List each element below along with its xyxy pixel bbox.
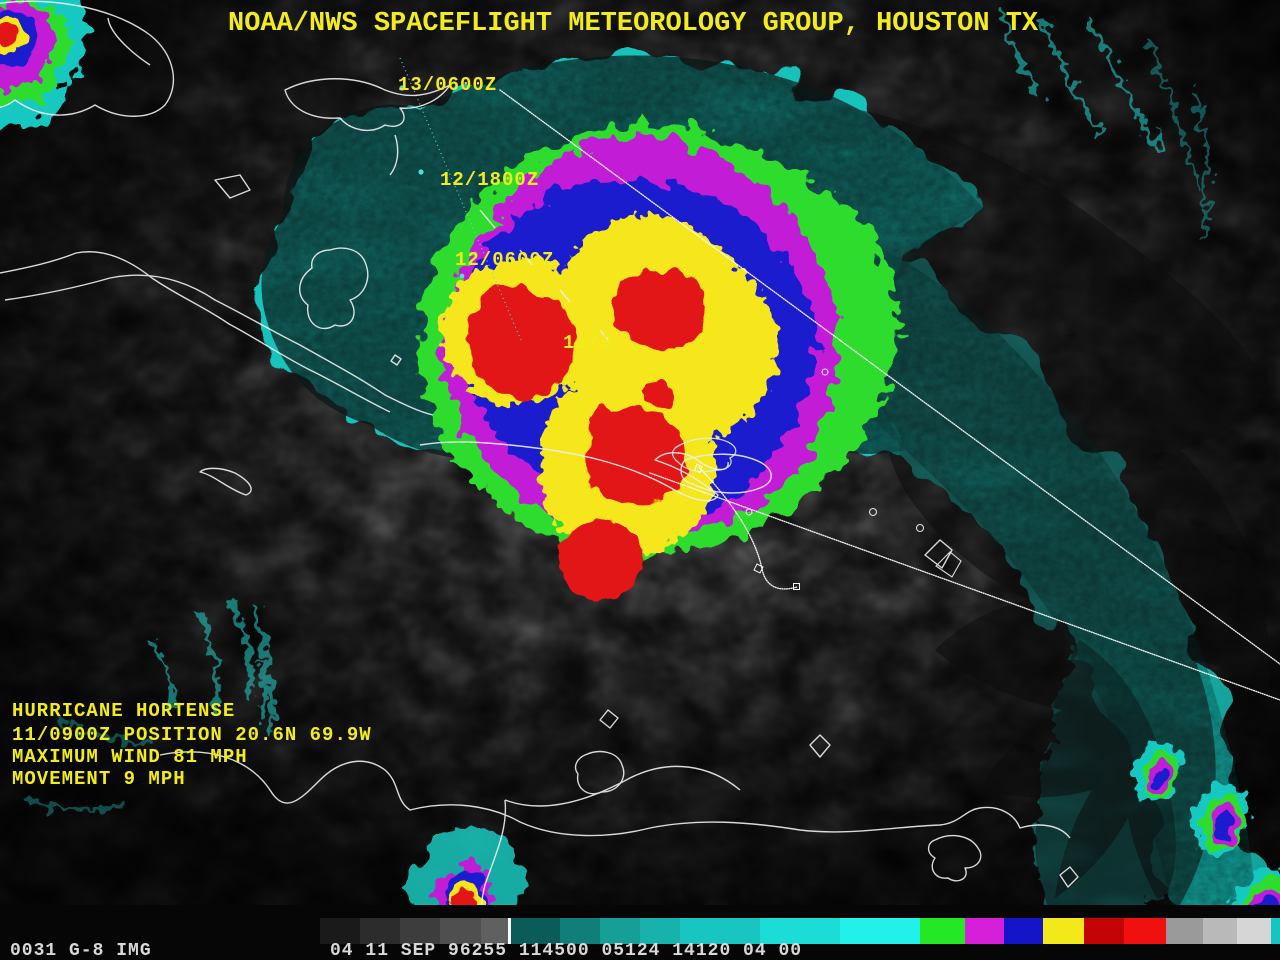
svg-text:04 11 SEP 96255 114500 05124 1: 04 11 SEP 96255 114500 05124 14120 04 00 <box>330 941 802 960</box>
svg-text:12/1800Z: 12/1800Z <box>440 169 539 191</box>
svg-text:13/0600Z: 13/0600Z <box>398 74 497 96</box>
svg-text:11/0900Z POSITION 20.6N 69.9: 11/0900Z POSITION 20.6N 69.9W <box>12 724 372 746</box>
svg-text:12/0600Z: 12/0600Z <box>455 249 554 271</box>
svg-text:NOAA/NWS SPACEFLIGHT METEOROLO: NOAA/NWS SPACEFLIGHT METEOROLOGY GROUP, … <box>228 9 1039 39</box>
svg-text:MAXIMUM WIND 81 MPH: MAXIMUM WIND 81 MPH <box>12 746 248 768</box>
svg-text:0031 G-8 IMG: 0031 G-8 IMG <box>10 941 152 960</box>
svg-text:HURRICANE HORTENSE: HURRICANE HORTENSE <box>12 700 235 722</box>
svg-text:11/0: 11/0 <box>563 332 613 354</box>
svg-text:MOVEMENT 9 MPH: MOVEMENT 9 MPH <box>12 768 186 790</box>
